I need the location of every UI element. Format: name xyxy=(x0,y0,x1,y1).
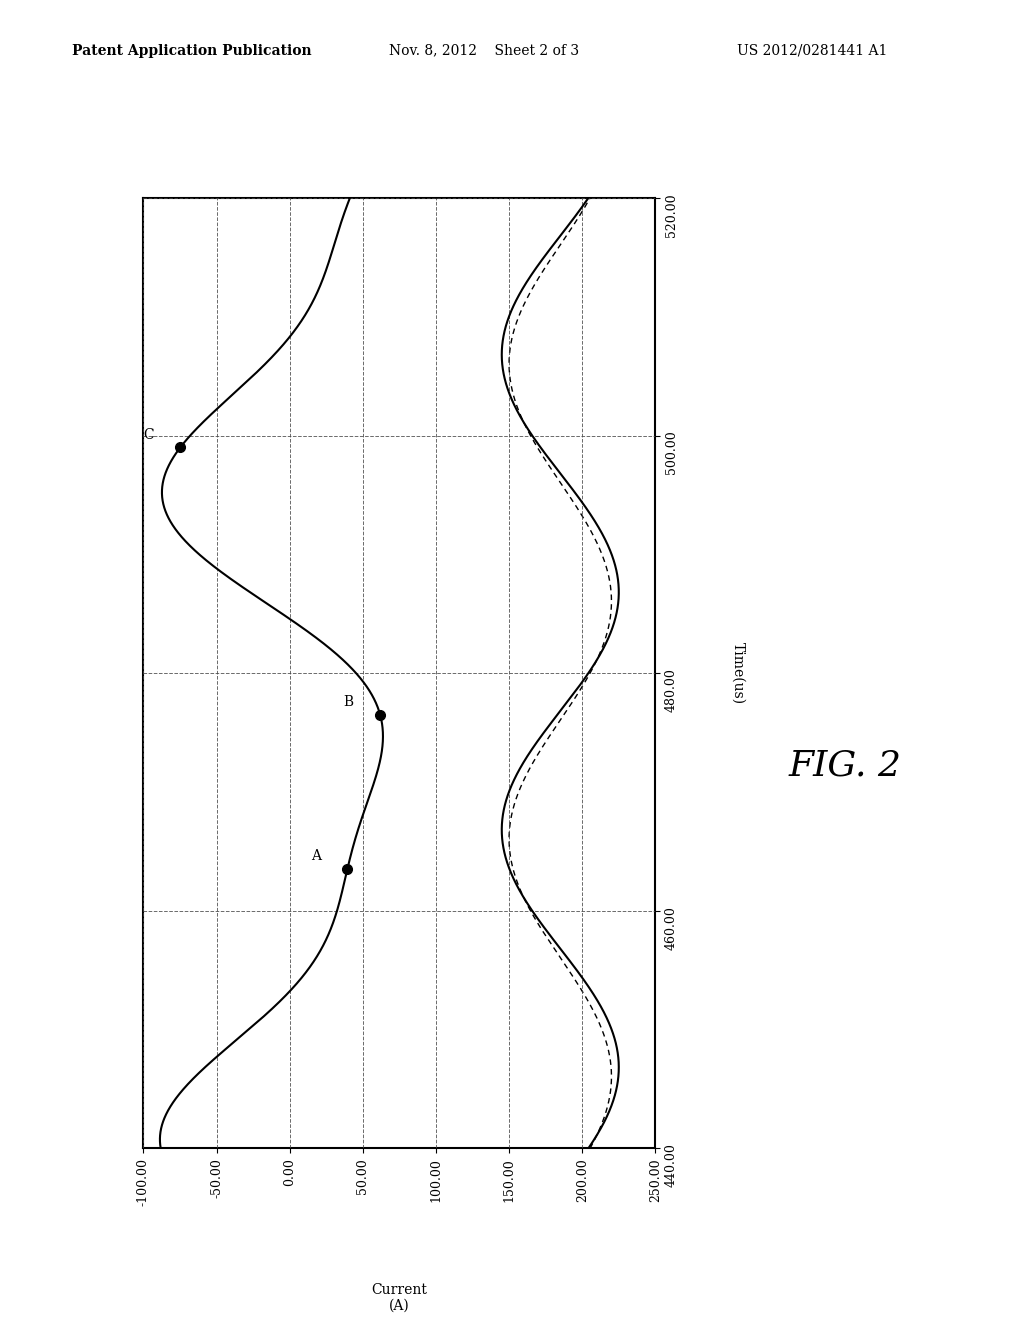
Text: B: B xyxy=(344,694,354,709)
Text: US 2012/0281441 A1: US 2012/0281441 A1 xyxy=(737,44,888,58)
Text: FIG. 2: FIG. 2 xyxy=(788,748,901,783)
Text: Patent Application Publication: Patent Application Publication xyxy=(72,44,311,58)
Text: A: A xyxy=(311,849,321,863)
Text: Nov. 8, 2012    Sheet 2 of 3: Nov. 8, 2012 Sheet 2 of 3 xyxy=(389,44,580,58)
Y-axis label: Time(us): Time(us) xyxy=(731,642,744,705)
Text: C: C xyxy=(143,428,154,441)
X-axis label: Current
(A): Current (A) xyxy=(372,1283,427,1312)
